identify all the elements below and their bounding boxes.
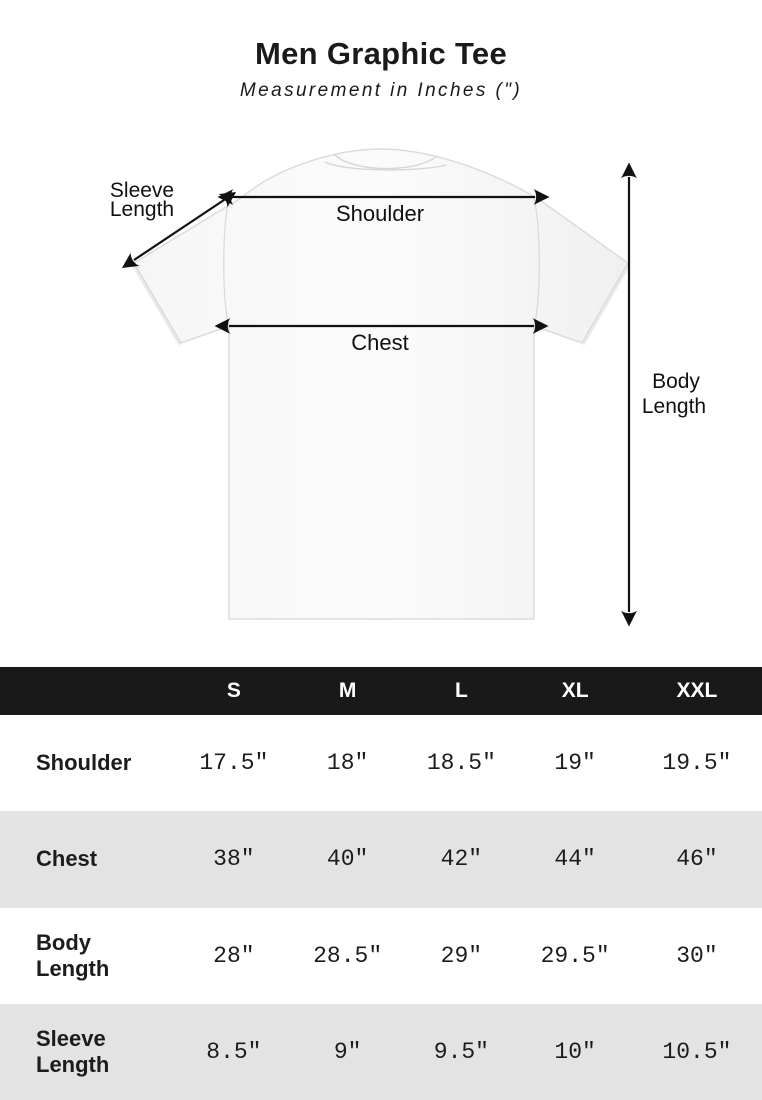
svg-text:Body: Body [652,370,700,393]
svg-text:Length: Length [642,395,706,418]
svg-text:Chest: Chest [351,330,408,355]
svg-text:Length: Length [110,198,174,221]
svg-text:Shoulder: Shoulder [336,201,424,226]
